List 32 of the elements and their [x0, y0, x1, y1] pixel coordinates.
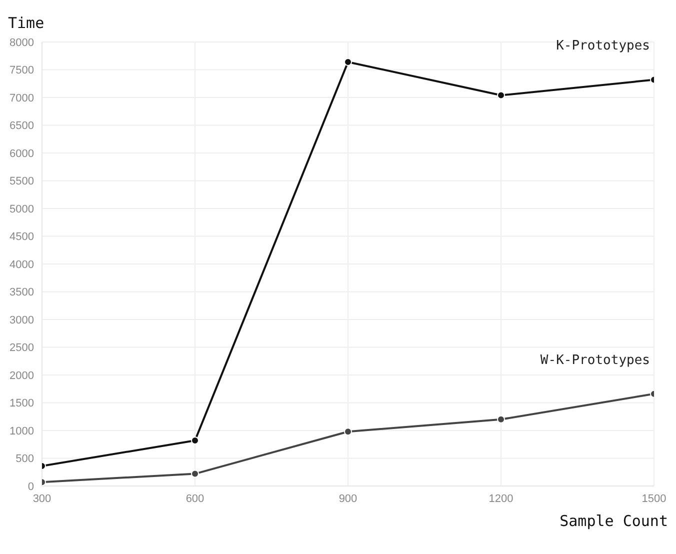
y-tick-label: 4000 [10, 258, 34, 271]
y-tick-label: 3000 [10, 314, 34, 326]
y-tick-label: 6500 [10, 120, 34, 132]
y-tick-label: 6000 [10, 148, 34, 160]
y-tick-label: 2500 [10, 342, 34, 354]
x-tick-label: 1200 [488, 492, 514, 505]
y-tick-label: 3500 [10, 286, 34, 299]
x-tick-label: 300 [32, 492, 52, 505]
y-tick-label: 5000 [10, 203, 34, 216]
y-tick-label: 1000 [10, 425, 34, 438]
y-tick-label: 1500 [10, 398, 34, 410]
point [497, 91, 505, 100]
y-tick-label: 7500 [10, 64, 34, 77]
y-tick-label: 8000 [10, 36, 34, 49]
x-tick-label: 900 [338, 492, 358, 505]
y-tick-label: 5500 [10, 176, 34, 188]
point [191, 470, 199, 478]
y-tick-label: 4500 [10, 231, 34, 244]
y-tick-label: 7000 [10, 92, 34, 104]
y-tick-label: 500 [16, 453, 34, 466]
point [497, 415, 505, 424]
x-axis-title: Sample Count [560, 512, 668, 530]
y-axis-title: Time [8, 14, 44, 32]
point [344, 58, 352, 66]
y-tick-label: 2000 [10, 370, 34, 382]
point [191, 436, 199, 444]
point [344, 428, 352, 436]
y-tick-label: 0 [28, 480, 34, 493]
x-tick-label: 1500 [642, 492, 666, 505]
x-tick-label: 600 [186, 492, 204, 505]
series-label: K-Prototypes [556, 38, 650, 54]
series-label: W-K-Prototypes [540, 352, 650, 368]
